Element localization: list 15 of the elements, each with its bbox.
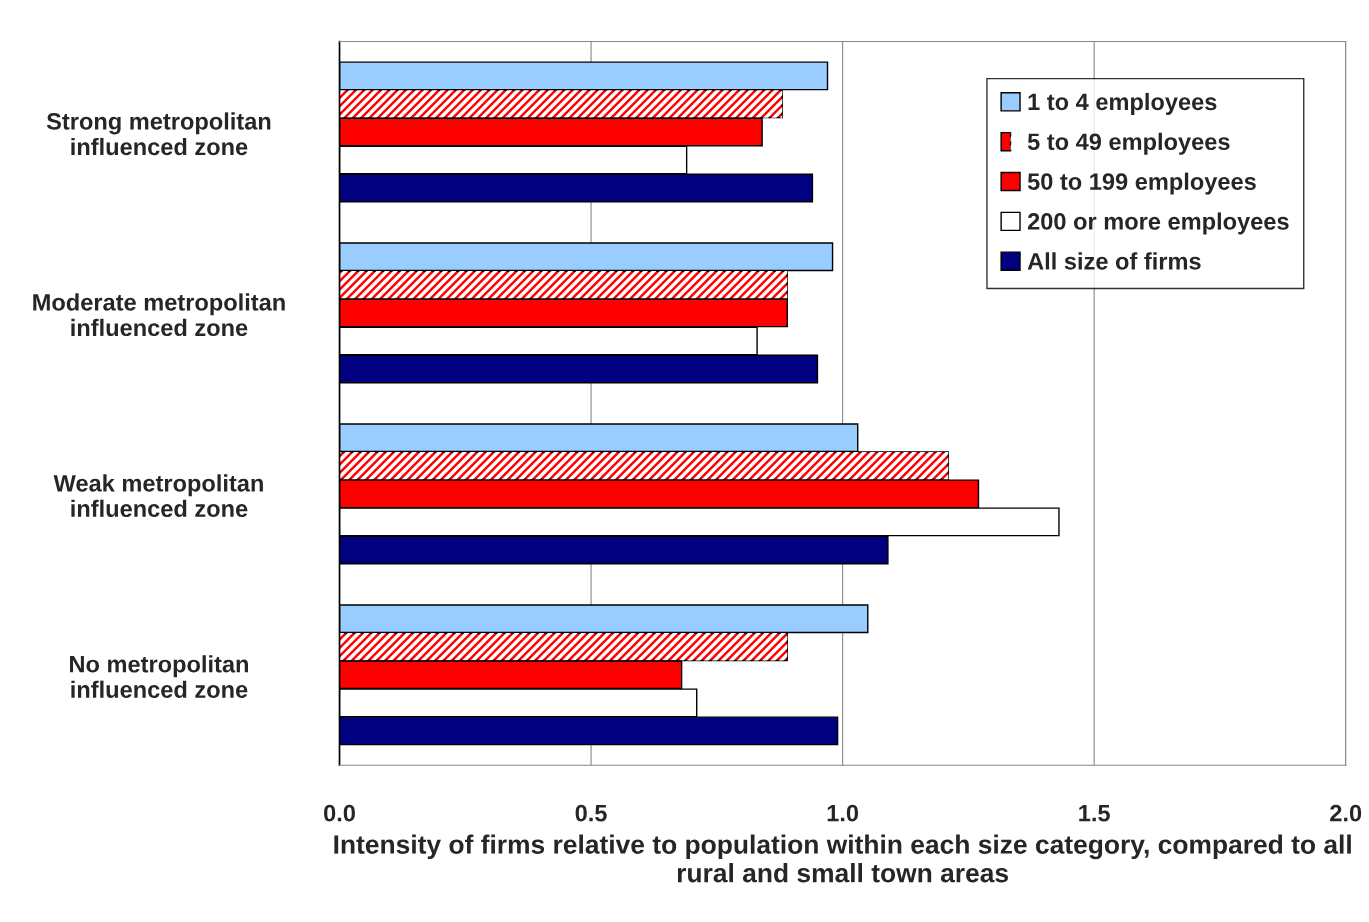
y-tick-label: Weak metropolitan influenced zone: [53, 474, 263, 518]
legend-label: 1 to 4 employees: [1028, 92, 1217, 115]
x-tick-label: 0.5: [575, 804, 607, 822]
x-tick-label: 2.0: [1330, 804, 1362, 822]
y-tick-label: No metropolitan influenced zone: [70, 655, 249, 698]
x-tick-label: 1.0: [827, 804, 859, 822]
x-axis-title: Intensity of firms relative to population within each size category, compared to all rural and small town areas: [334, 834, 1351, 883]
legend-label: 50 to 199 employees: [1027, 172, 1256, 195]
legend-label: 5 to 49 employees: [1027, 132, 1230, 155]
legend-label: All size of firms: [1027, 252, 1201, 270]
x-tick-label: 0.0: [324, 804, 355, 822]
legend-label: 200 or more employees: [1027, 212, 1289, 235]
x-tick-label: 1.5: [1079, 805, 1110, 822]
y-tick-label: Strong metropolitan influenced zone: [46, 112, 271, 156]
y-tick-label: Moderate metropolitan influenced zone: [33, 293, 285, 337]
